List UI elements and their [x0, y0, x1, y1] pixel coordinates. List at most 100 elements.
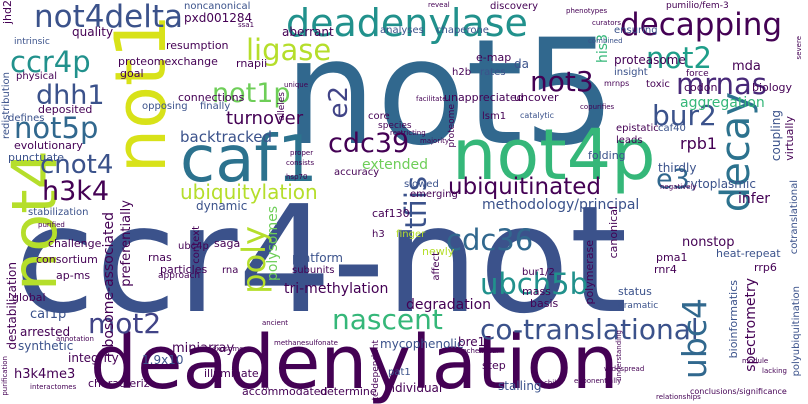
word-methodology: methodology/principal: [482, 197, 640, 213]
word-consists: consists: [286, 159, 315, 167]
word-tri-methylation: tri-methylation: [284, 281, 389, 297]
word-alleles: alleles: [277, 92, 287, 121]
word-catalytic: catalytic: [520, 111, 555, 120]
word-intrinsic: intrinsic: [14, 37, 50, 47]
word-deadenylase: deadenylase: [286, 1, 528, 45]
word-slowed: slowed: [404, 179, 439, 190]
word-h3k4: h3k4: [42, 176, 110, 207]
word-1-9x10: 1.9x10: [142, 353, 184, 367]
word-opposing: opposing: [142, 101, 188, 112]
word-evolutionary: evolutionary: [14, 139, 83, 152]
word-co-translational: co-translational: [480, 313, 699, 346]
word-ubiquitylation: ubiquitylation: [180, 180, 318, 204]
word-rpb1: rpb1: [680, 134, 718, 153]
word-mrnas: mrnas: [676, 67, 767, 101]
word-toxic: toxic: [646, 79, 670, 90]
word-decapping: decapping: [620, 7, 783, 43]
word-proteome: proteome: [447, 104, 457, 148]
word-cdc36: cdc36: [446, 223, 534, 257]
word-dhh1: dhh1: [36, 80, 105, 111]
word-redistribution: redistribution: [1, 72, 12, 140]
word-combined: combined: [588, 37, 623, 45]
word-folding: folding: [588, 149, 626, 162]
word-platform: platform: [292, 251, 343, 265]
word-exponentially: exponentially: [574, 377, 622, 385]
word-methanesulfonate: methanesulfonate: [274, 339, 338, 347]
word-severe: severe: [795, 36, 803, 60]
word-turnover: turnover: [226, 108, 304, 129]
word-coupling: coupling: [769, 110, 783, 162]
word-h2b: h2b: [452, 67, 472, 78]
word-ssa1: ssa1: [238, 21, 255, 29]
word-consortium: consortium: [36, 253, 98, 266]
word-defines: defines: [8, 113, 45, 124]
word-epistatic: epistatic: [616, 123, 659, 134]
word-rnr4: rnr4: [654, 263, 677, 276]
word-destabilization: destabilization: [5, 262, 19, 350]
word-not2: not2: [646, 41, 712, 75]
word-e2: e2: [324, 86, 354, 119]
word-illuminate: illuminate: [204, 367, 259, 380]
word-discovery: discovery: [490, 1, 539, 12]
word-aggregation: aggregation: [680, 95, 765, 111]
word-hsp70: hsp70: [286, 173, 308, 181]
word-child: child: [544, 379, 561, 387]
word-bur1-2: bur1/2: [522, 267, 555, 278]
word-newly: newly: [422, 245, 455, 258]
word-understanding: understanding: [615, 330, 623, 381]
word-majority: majority: [420, 137, 450, 145]
word-not1p: not1p: [212, 78, 291, 109]
word-leads: leads: [616, 135, 643, 146]
word-core: core: [368, 111, 390, 122]
word-negatively: negatively: [660, 183, 697, 191]
word-cotranslational: cotranslational: [789, 180, 800, 255]
word-resumption: resumption: [166, 39, 229, 52]
word-tc-dependent: tc-dependent: [371, 340, 381, 401]
word-ligase: ligase: [246, 33, 332, 67]
word-approach: approach: [158, 271, 201, 281]
word-force: force: [686, 69, 709, 79]
word-saga: saga: [214, 237, 241, 250]
word-species: species: [378, 121, 412, 131]
word-cytoplasmic: cytoplasmic: [684, 177, 756, 191]
word-ubch5b: ubch5b: [480, 267, 588, 301]
word-stalling: stalling: [498, 379, 542, 393]
word-e-map: e-map: [476, 51, 512, 64]
word-goal: goal: [120, 67, 144, 80]
word-h3k4me3: h3k4me3: [14, 367, 76, 382]
word-preferentially: preferentially: [119, 200, 134, 287]
word-finger: finger: [396, 229, 426, 240]
word-infer: infer: [738, 191, 771, 207]
word-ribosome-associated: ribosome-associated: [101, 212, 117, 358]
word-emerging: emerging: [410, 189, 458, 200]
word-cnot4: cnot4: [40, 150, 114, 180]
word-not1: not1: [100, 14, 182, 174]
word-accuracy: accuracy: [334, 167, 380, 178]
word-mrnps: mrnps: [604, 79, 630, 88]
word-aberrant: aberrant: [282, 25, 334, 39]
word-global: global: [12, 291, 46, 304]
word-ccr4-not: ccr4-not: [14, 174, 628, 346]
word-proteasome: proteasome: [614, 53, 686, 67]
word-relationships: relationships: [656, 393, 701, 401]
word-miniarray: miniarray: [172, 341, 235, 356]
word-punctuate: punctuate: [8, 151, 65, 164]
word-biology: biology: [752, 81, 793, 94]
word-widespread: widespread: [604, 365, 645, 373]
word-module: module: [742, 357, 769, 365]
word-chaperone: chaperone: [436, 25, 489, 36]
word-quality: quality: [72, 25, 114, 39]
word-polymerase: polymerase: [583, 240, 596, 305]
word-polysomes: polysomes: [265, 206, 281, 282]
word-not3: not3: [530, 65, 594, 98]
word-polyubiquitination: polyubiquitination: [791, 286, 802, 377]
word-extended: extended: [362, 157, 429, 173]
word-h3: h3: [372, 229, 385, 240]
word-ubc4p: ubc4p: [178, 241, 209, 252]
word-challenge: challenge: [48, 237, 102, 250]
word-synthetic: synthetic: [18, 339, 74, 353]
word-degradation: degradation: [406, 297, 492, 313]
word-basis: basis: [530, 297, 559, 310]
word-bioinformatics: bioinformatics: [727, 280, 740, 359]
